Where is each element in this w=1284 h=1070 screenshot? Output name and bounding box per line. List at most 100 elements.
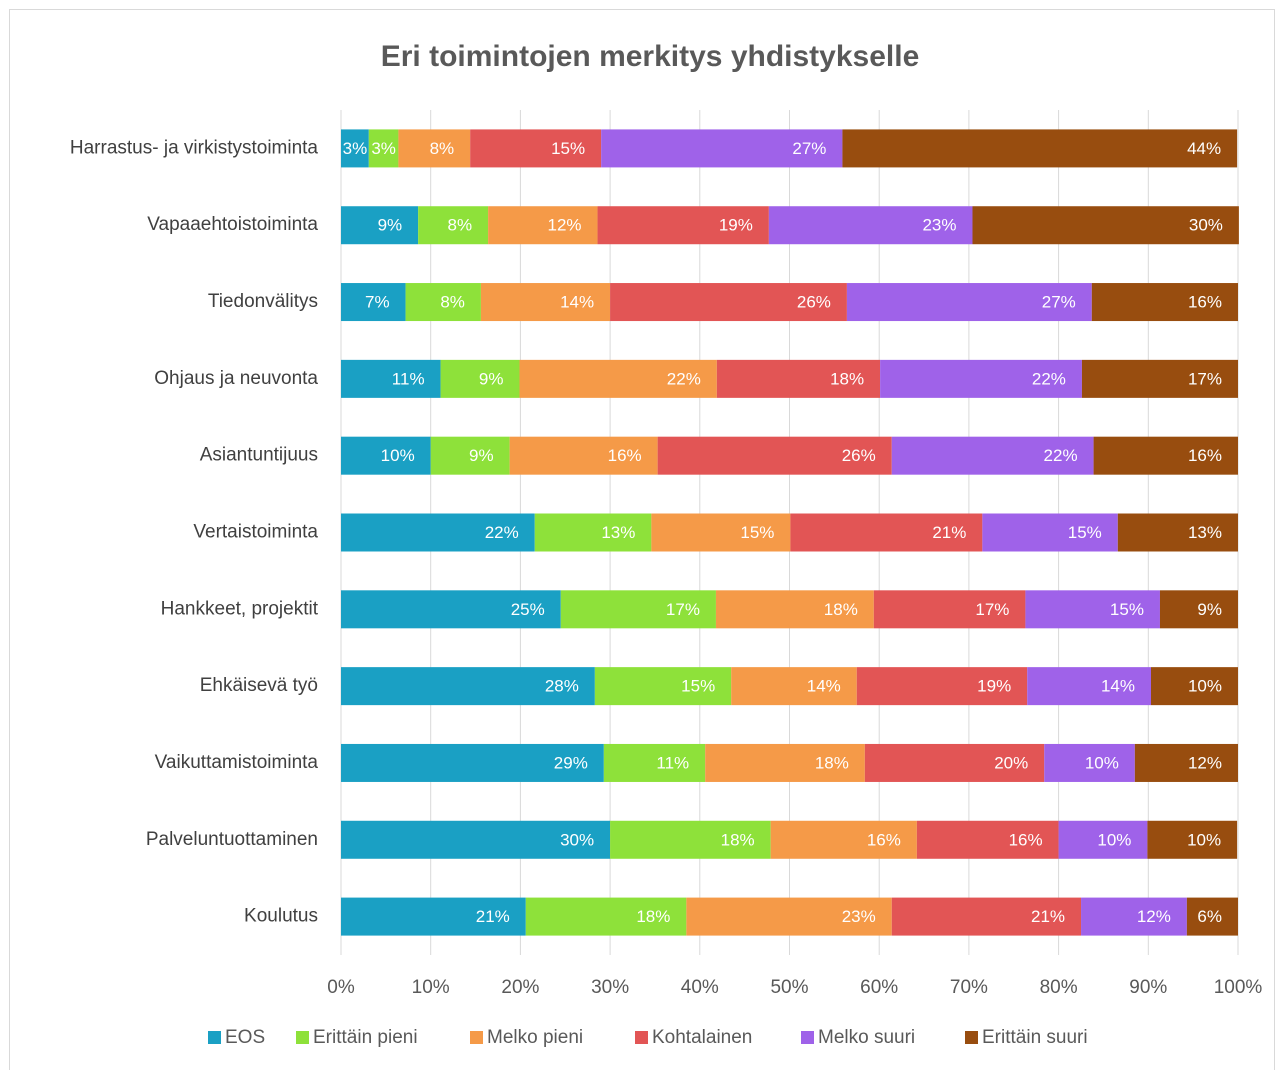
bar-segment (651, 513, 791, 552)
data-label: 8% (430, 139, 455, 158)
bar-segment (790, 513, 983, 552)
data-label: 25% (511, 600, 545, 619)
bar-segment (715, 590, 874, 629)
bar-segment (657, 436, 892, 475)
data-label: 22% (667, 369, 701, 388)
bar-segment (440, 359, 520, 398)
data-label: 12% (1188, 753, 1222, 772)
bar-segment (1134, 743, 1238, 782)
data-label: 10% (1085, 753, 1119, 772)
data-label: 18% (721, 830, 755, 849)
data-label: 15% (551, 139, 585, 158)
y-tick-label: Vertaistoiminta (193, 522, 318, 543)
bar-segment (341, 667, 595, 706)
bar-segment (856, 667, 1028, 706)
y-tick-label: Palveluntuottaminen (146, 829, 318, 850)
x-tick-label: 50% (770, 977, 808, 998)
bar-segment (873, 590, 1026, 629)
bar-segment (341, 897, 526, 936)
bar-segment (341, 743, 604, 782)
bar-segment (525, 897, 687, 936)
x-tick-label: 80% (1040, 977, 1078, 998)
data-label: 21% (932, 523, 966, 542)
data-label: 15% (681, 677, 715, 696)
bar-segment (603, 743, 706, 782)
bar-segment (880, 359, 1082, 398)
bar-segment (770, 820, 917, 859)
data-label: 13% (1188, 523, 1222, 542)
data-label: 29% (554, 753, 588, 772)
bar-segment (1081, 359, 1238, 398)
bar-segment (341, 590, 561, 629)
data-label: 19% (719, 216, 753, 235)
data-label: 16% (608, 446, 642, 465)
data-label: 21% (476, 907, 510, 926)
data-label: 8% (448, 216, 473, 235)
bar-segment (1081, 897, 1187, 936)
data-label: 14% (560, 293, 594, 312)
x-tick-label: 40% (681, 977, 719, 998)
bar-segment (560, 590, 716, 629)
bar-segment (1093, 436, 1238, 475)
data-label: 16% (1009, 830, 1043, 849)
data-label: 27% (792, 139, 826, 158)
bar-segment (398, 129, 471, 168)
bar-segment (488, 206, 598, 245)
x-tick-label: 100% (1214, 977, 1263, 998)
data-label: 16% (867, 830, 901, 849)
bar-segment (368, 129, 399, 168)
bar-segment (341, 513, 535, 552)
data-label: 30% (1189, 216, 1223, 235)
y-tick-label: Vapaaehtoistoiminta (147, 214, 318, 235)
data-label: 3% (371, 139, 396, 158)
y-tick-label: Vaikuttamistoiminta (155, 752, 319, 773)
x-tick-label: 90% (1129, 977, 1167, 998)
data-label: 23% (922, 216, 956, 235)
data-label: 6% (1197, 907, 1222, 926)
data-label: 9% (1197, 600, 1222, 619)
bar-segment (1159, 590, 1238, 629)
bar-segment (405, 283, 481, 322)
data-label: 23% (842, 907, 876, 926)
bar-segment (341, 359, 441, 398)
data-label: 18% (636, 907, 670, 926)
data-label: 20% (994, 753, 1028, 772)
data-label: 26% (842, 446, 876, 465)
legend-label: EOS (225, 1027, 265, 1048)
legend-swatch (208, 1031, 221, 1044)
bar-segment (509, 436, 658, 475)
data-label: 9% (469, 446, 494, 465)
data-label: 18% (815, 753, 849, 772)
data-label: 13% (601, 523, 635, 542)
y-tick-label: Harrastus- ja virkistystoiminta (70, 137, 319, 158)
bar-segment (610, 283, 847, 322)
y-tick-label: Asiantuntijuus (200, 445, 318, 466)
data-label: 7% (365, 293, 390, 312)
x-tick-label: 60% (860, 977, 898, 998)
legend-swatch (965, 1031, 978, 1044)
data-label: 8% (440, 293, 465, 312)
data-label: 11% (392, 369, 425, 388)
x-tick-label: 30% (591, 977, 629, 998)
y-tick-label: Koulutus (244, 906, 318, 927)
bar-segment (594, 667, 732, 706)
bar-segment (534, 513, 652, 552)
legend-label: Melko pieni (487, 1027, 583, 1048)
bar-segment (891, 436, 1094, 475)
bar-segment (864, 743, 1045, 782)
data-label: 26% (797, 293, 831, 312)
bar-segment (1027, 667, 1151, 706)
bar-segment (1186, 897, 1238, 936)
bar-segment (768, 206, 973, 245)
data-label: 18% (830, 369, 864, 388)
legend-label: Melko suuri (818, 1027, 915, 1048)
data-label: 27% (1042, 293, 1076, 312)
data-label: 28% (545, 677, 579, 696)
bar-segment (1091, 283, 1238, 322)
bar-segment (891, 897, 1082, 936)
data-label: 22% (1032, 369, 1066, 388)
data-label: 12% (1137, 907, 1171, 926)
bar-segment (341, 436, 431, 475)
bar-segment (731, 667, 857, 706)
